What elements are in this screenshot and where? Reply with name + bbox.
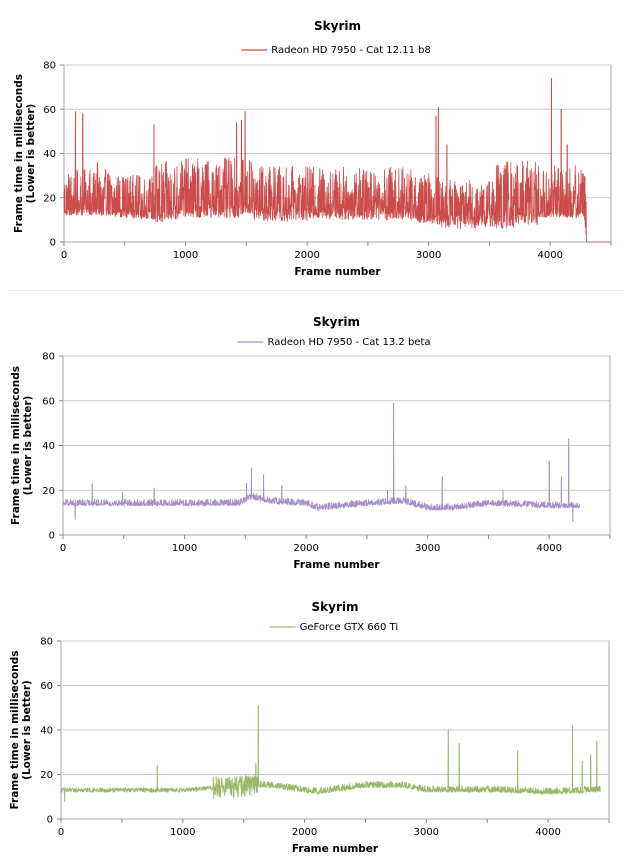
x-axis-title: Frame number (294, 266, 381, 278)
x-tick-label: 1000 (170, 827, 195, 838)
x-tick-label: 1000 (173, 250, 198, 261)
y-tick-label: 20 (40, 770, 53, 781)
chart-2: Skyrim Radeon HD 7950 - Cat 13.2 beta 0 20 4… (10, 315, 611, 571)
y-tick-label: 60 (40, 681, 53, 692)
chart-panel-1: Skyrim Radeon HD 7950 - Cat 12.11 b8 0 20 40… (0, 0, 644, 290)
x-tick-label: 3000 (414, 827, 439, 838)
y-tick-label: 40 (42, 441, 55, 452)
y-axis-title-line: (Lower is better) (25, 104, 37, 204)
y-axis-title-line: (Lower is better) (21, 680, 33, 780)
y-axis-title-line: Frame time in milliseconds (13, 74, 25, 233)
x-tick-label: 2000 (293, 543, 318, 554)
chart-panel-3: Skyrim GeForce GTX 660 Ti 0 20 40 60 80 0 1000 20… (0, 580, 644, 866)
legend: Radeon HD 7950 - Cat 12.11 b8 (241, 45, 431, 56)
y-tick-label: 0 (50, 238, 56, 249)
y-tick-label: 40 (40, 726, 53, 737)
x-axis-title: Frame number (293, 559, 380, 571)
legend: GeForce GTX 660 Ti (269, 622, 399, 633)
chart-title: Skyrim (314, 19, 361, 33)
x-tick-label: 3000 (416, 250, 441, 261)
y-axis-title: Frame time in milliseconds (Lower is bett… (9, 651, 33, 810)
y-axis-title-line: (Lower is better) (22, 396, 34, 496)
y-tick-label: 20 (43, 193, 56, 204)
divider (8, 290, 624, 291)
y-tick-label: 0 (49, 531, 55, 542)
y-tick-label: 0 (47, 815, 53, 826)
y-tick-label: 60 (42, 396, 55, 407)
x-tick-label: 4000 (535, 827, 560, 838)
y-tick-label: 80 (43, 61, 56, 72)
x-tick-label: 4000 (537, 250, 562, 261)
legend-label: Radeon HD 7950 - Cat 12.11 b8 (271, 45, 431, 56)
x-tick-label: 1000 (172, 543, 197, 554)
legend-label: GeForce GTX 660 Ti (300, 622, 399, 633)
y-tick-label: 40 (43, 149, 56, 160)
series-line (63, 77, 611, 243)
x-tick-label: 3000 (415, 543, 440, 554)
x-tick-label: 2000 (294, 250, 319, 261)
y-axis-title: Frame time in milliseconds (Lower is bett… (13, 74, 37, 233)
chart-title: Skyrim (312, 600, 359, 614)
y-tick-label: 60 (43, 105, 56, 116)
chart-title: Skyrim (313, 315, 360, 329)
series-line (62, 402, 580, 522)
chart-1: Skyrim Radeon HD 7950 - Cat 12.11 b8 0 20 40… (13, 19, 612, 278)
y-tick-label: 80 (40, 637, 53, 648)
chart-panel-2: Skyrim Radeon HD 7950 - Cat 13.2 beta 0 20 4… (0, 290, 644, 580)
legend-label: Radeon HD 7950 - Cat 13.2 beta (268, 337, 431, 348)
x-tick-label: 0 (61, 250, 67, 261)
series-line (60, 705, 601, 802)
y-axis-title-line: Frame time in milliseconds (10, 366, 22, 525)
y-tick-label: 20 (42, 486, 55, 497)
x-tick-label: 2000 (292, 827, 317, 838)
y-axis-title-line: Frame time in milliseconds (9, 651, 21, 810)
x-tick-label: 0 (60, 543, 66, 554)
x-tick-label: 4000 (536, 543, 561, 554)
legend: Radeon HD 7950 - Cat 13.2 beta (237, 337, 431, 348)
y-axis-title: Frame time in milliseconds (Lower is bett… (10, 366, 34, 525)
x-tick-label: 0 (58, 827, 64, 838)
x-axis-title: Frame number (292, 843, 379, 855)
y-tick-label: 80 (42, 352, 55, 363)
chart-3: Skyrim GeForce GTX 660 Ti 0 20 40 60 80 0 1000 20… (9, 600, 610, 855)
